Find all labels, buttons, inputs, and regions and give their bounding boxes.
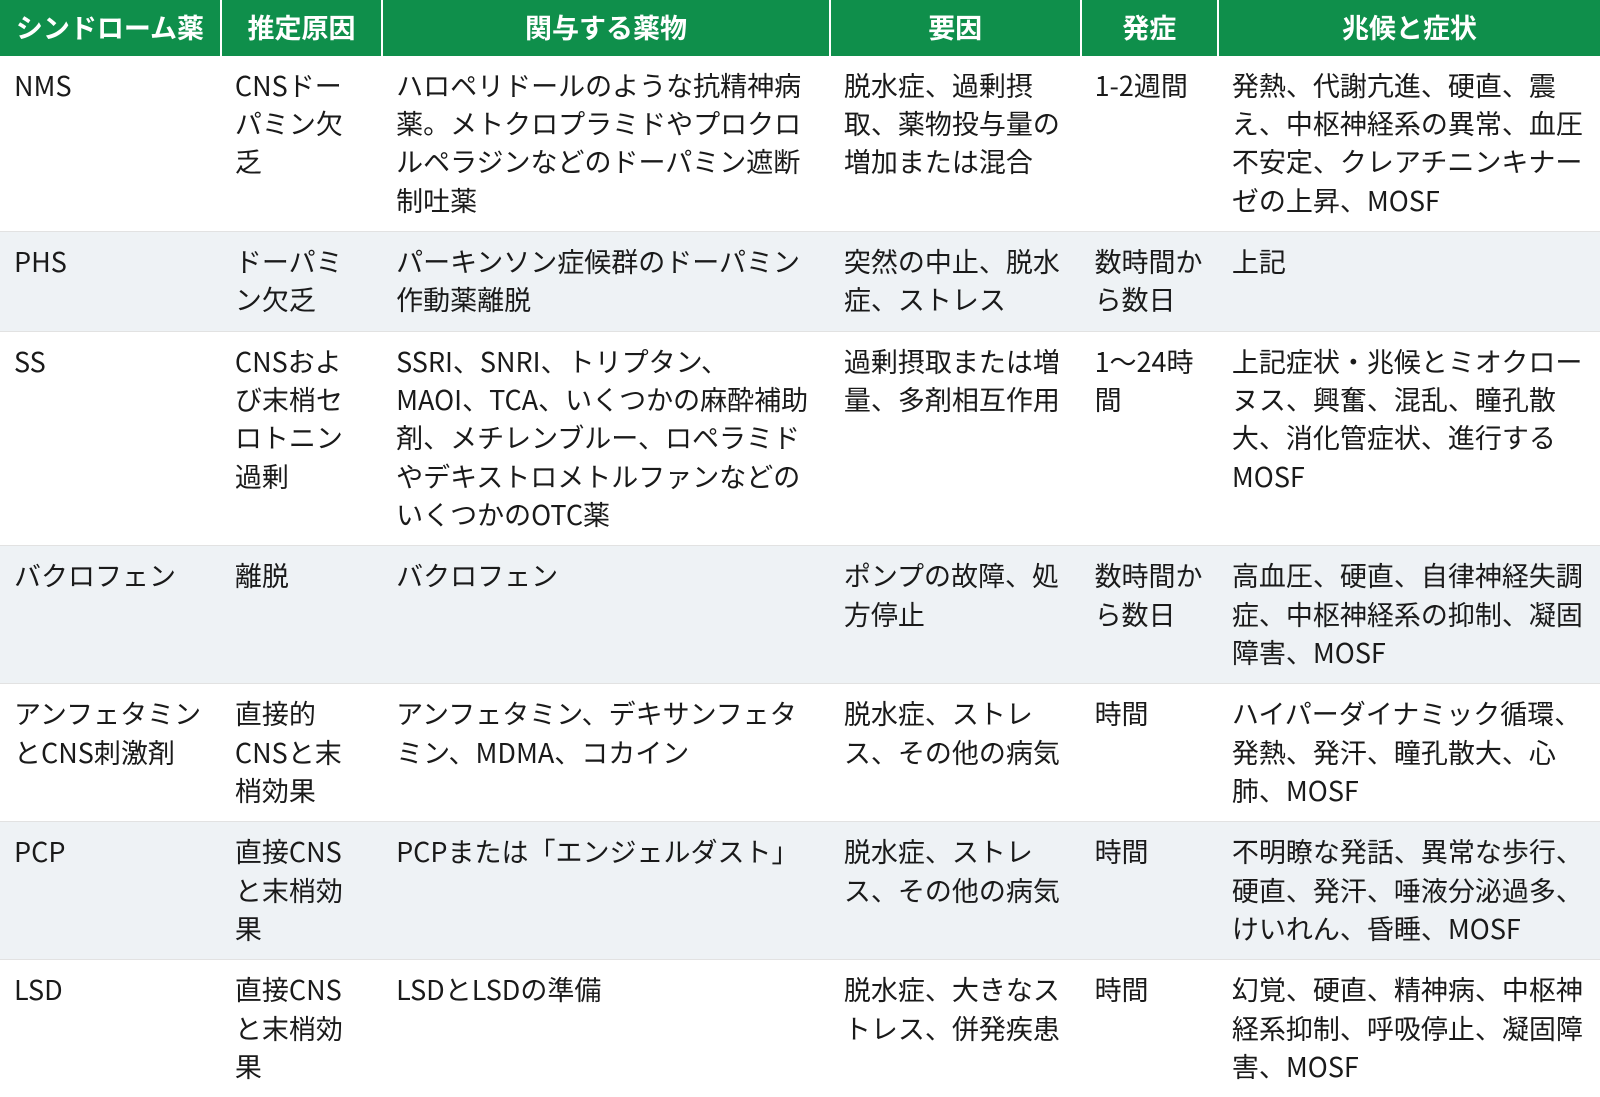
table-cell: ポンプの故障、処方停止 [830,546,1081,684]
table-row: PHSドーパミン欠乏パーキンソン症候群のドーパミン作動薬離脱突然の中止、脱水症、… [0,232,1600,332]
table-row: バクロフェン離脱バクロフェンポンプの故障、処方停止数時間から数日高血圧、硬直、自… [0,546,1600,684]
table-cell: 上記症状・兆候とミオクローヌス、興奮、混乱、瞳孔散大、消化管症状、進行するMOS… [1218,331,1600,546]
table-cell: 突然の中止、脱水症、ストレス [830,232,1081,332]
column-header-5: 兆候と症状 [1218,0,1600,56]
table-cell: 直接的CNSと末梢効果 [221,684,382,822]
table-cell: 数時間から数日 [1081,232,1218,332]
table-cell: 脱水症、ストレス、その他の病気 [830,822,1081,960]
table-cell: 時間 [1081,822,1218,960]
table-wrapper: シンドローム薬推定原因関与する薬物要因発症兆候と症状 NMSCNSドーパミン欠乏… [0,0,1600,1097]
table-cell: PCP [0,822,221,960]
column-header-3: 要因 [830,0,1081,56]
syndrome-table: シンドローム薬推定原因関与する薬物要因発症兆候と症状 NMSCNSドーパミン欠乏… [0,0,1600,1097]
table-row: LSD直接CNSと末梢効果LSDとLSDの準備脱水症、大きなストレス、併発疾患時… [0,960,1600,1097]
table-cell: 上記 [1218,232,1600,332]
table-cell: バクロフェン [0,546,221,684]
table-cell: 脱水症、大きなストレス、併発疾患 [830,960,1081,1097]
table-cell: LSDとLSDの準備 [382,960,830,1097]
table-cell: 脱水症、ストレス、その他の病気 [830,684,1081,822]
table-cell: 過剰摂取または増量、多剤相互作用 [830,331,1081,546]
table-row: PCP直接CNSと末梢効果PCPまたは「エンジェルダスト」脱水症、ストレス、その… [0,822,1600,960]
table-cell: ドーパミン欠乏 [221,232,382,332]
column-header-0: シンドローム薬 [0,0,221,56]
table-cell: アンフェタミンとCNS刺激剤 [0,684,221,822]
table-header-row: シンドローム薬推定原因関与する薬物要因発症兆候と症状 [0,0,1600,56]
table-cell: ハロペリドールのような抗精神病薬。メトクロプラミドやプロクロルペラジンなどのドー… [382,56,830,232]
table-cell: 1-2週間 [1081,56,1218,232]
column-header-2: 関与する薬物 [382,0,830,56]
table-cell: SS [0,331,221,546]
table-cell: NMS [0,56,221,232]
table-cell: SSRI、SNRI、トリプタン、MAOI、TCA、いくつかの麻酔補助剤、メチレン… [382,331,830,546]
table-cell: パーキンソン症候群のドーパミン作動薬離脱 [382,232,830,332]
table-cell: バクロフェン [382,546,830,684]
table-cell: CNSドーパミン欠乏 [221,56,382,232]
table-cell: 数時間から数日 [1081,546,1218,684]
table-cell: ハイパーダイナミック循環、発熱、発汗、瞳孔散大、心肺、MOSF [1218,684,1600,822]
table-cell: 直接CNSと末梢効果 [221,960,382,1097]
table-cell: 離脱 [221,546,382,684]
table-cell: LSD [0,960,221,1097]
table-row: NMSCNSドーパミン欠乏ハロペリドールのような抗精神病薬。メトクロプラミドやプ… [0,56,1600,232]
table-cell: 時間 [1081,960,1218,1097]
table-cell: PCPまたは「エンジェルダスト」 [382,822,830,960]
table-cell: PHS [0,232,221,332]
table-cell: 時間 [1081,684,1218,822]
table-cell: 直接CNSと末梢効果 [221,822,382,960]
column-header-1: 推定原因 [221,0,382,56]
table-cell: 1〜24時間 [1081,331,1218,546]
table-cell: 幻覚、硬直、精神病、中枢神経系抑制、呼吸停止、凝固障害、MOSF [1218,960,1600,1097]
table-cell: 脱水症、過剰摂取、薬物投与量の増加または混合 [830,56,1081,232]
table-cell: CNSおよび末梢セロトニン過剰 [221,331,382,546]
column-header-4: 発症 [1081,0,1218,56]
table-head: シンドローム薬推定原因関与する薬物要因発症兆候と症状 [0,0,1600,56]
table-cell: 高血圧、硬直、自律神経失調症、中枢神経系の抑制、凝固障害、MOSF [1218,546,1600,684]
table-body: NMSCNSドーパミン欠乏ハロペリドールのような抗精神病薬。メトクロプラミドやプ… [0,56,1600,1097]
table-cell: 不明瞭な発話、異常な歩行、硬直、発汗、唾液分泌過多、けいれん、昏睡、MOSF [1218,822,1600,960]
table-row: アンフェタミンとCNS刺激剤直接的CNSと末梢効果アンフェタミン、デキサンフェタ… [0,684,1600,822]
table-cell: アンフェタミン、デキサンフェタミン、MDMA、コカイン [382,684,830,822]
table-row: SSCNSおよび末梢セロトニン過剰SSRI、SNRI、トリプタン、MAOI、TC… [0,331,1600,546]
table-cell: 発熱、代謝亢進、硬直、震え、中枢神経系の異常、血圧不安定、クレアチニンキナーゼの… [1218,56,1600,232]
